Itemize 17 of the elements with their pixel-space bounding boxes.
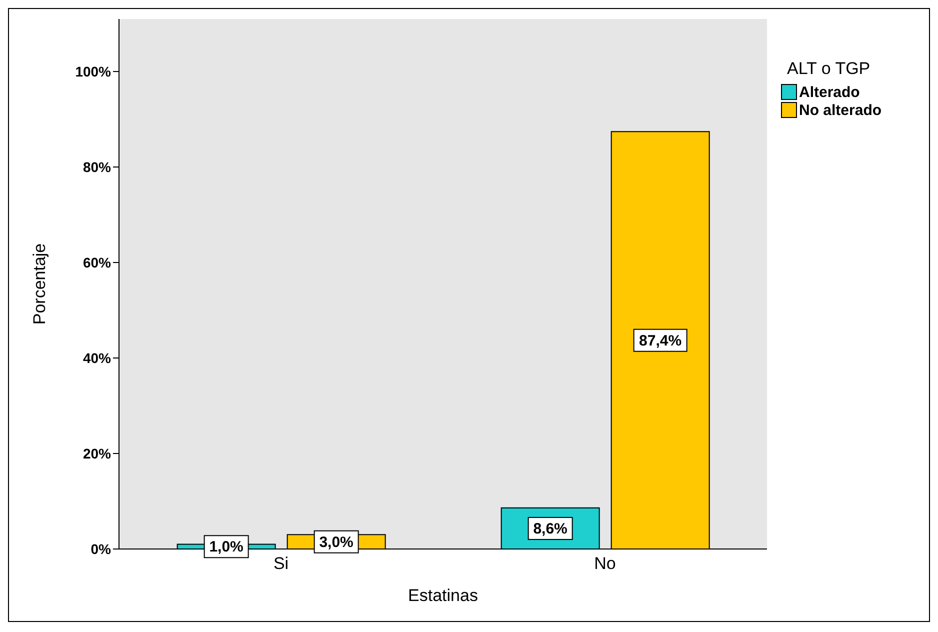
y-tick-label: 20%	[82, 445, 112, 462]
x-tick-label: No	[594, 554, 616, 574]
y-tick-label: 40%	[82, 350, 112, 366]
y-axis-title: Porcentaje	[30, 243, 50, 325]
y-tick-label: 0%	[90, 540, 112, 557]
x-axis-title: Estatinas	[408, 586, 478, 605]
y-tick-label: 60%	[82, 254, 112, 270]
legend-title: ALT o TGP	[786, 59, 872, 79]
y-tick-label: 100%	[75, 63, 112, 80]
y-tick-label: 80%	[82, 158, 112, 175]
data-label: 8,6%	[533, 520, 568, 538]
legend-label: Alterado	[799, 84, 860, 100]
data-label: 1,0%	[209, 538, 244, 556]
data-label: 87,4%	[639, 332, 682, 350]
x-tick-label: Si	[273, 554, 289, 574]
data-label: 3,0%	[319, 534, 354, 551]
legend-label: No alterado	[799, 102, 882, 118]
